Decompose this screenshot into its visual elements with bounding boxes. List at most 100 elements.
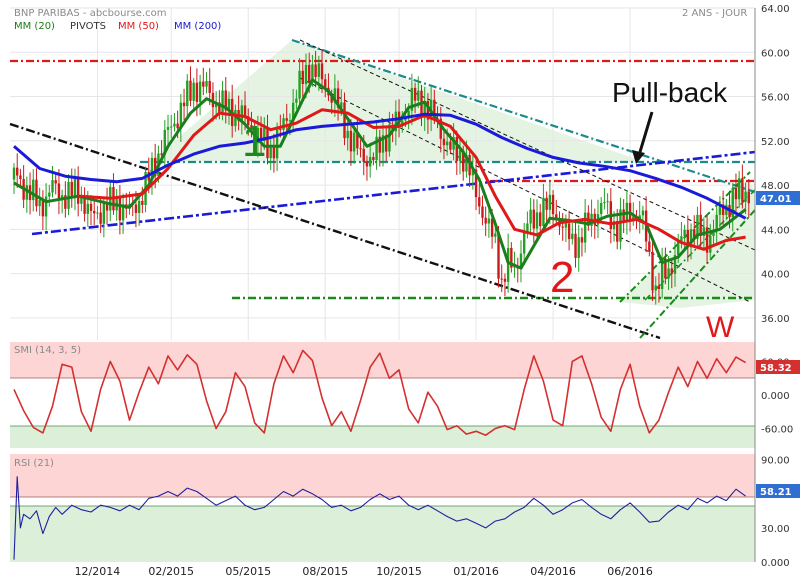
legend-item-pivots: PIVOTS <box>70 21 106 32</box>
pullback-label: Pull-back <box>612 77 728 108</box>
candle-body <box>471 169 475 176</box>
candle-body <box>567 223 571 240</box>
x-tick-label: 12/2014 <box>75 565 121 578</box>
candle-body <box>247 116 250 126</box>
price-tick-label: 48.00 <box>761 181 790 192</box>
candle-body <box>494 233 497 237</box>
x-tick-label: 05/2015 <box>225 565 271 578</box>
rsi-tick-label: 90.00 <box>761 456 790 467</box>
candle-body <box>240 105 244 121</box>
candle-body <box>64 195 67 209</box>
candle-body <box>44 196 48 217</box>
candle-body <box>462 150 465 172</box>
instrument-title: BNP PARIBAS - abcbourse.com <box>14 8 166 19</box>
period-label: 2 ANS - JOUR <box>682 8 747 19</box>
legend-item-mm200: MM (200) <box>174 21 221 32</box>
candle-body <box>725 205 728 215</box>
candle-body <box>378 136 381 153</box>
candle-body <box>500 278 503 280</box>
candle-body <box>712 229 715 236</box>
candle-body <box>93 210 96 214</box>
rsi-last-badge <box>756 484 800 498</box>
candle-body <box>48 192 51 197</box>
candle-body <box>442 138 446 146</box>
price-tick-label: 52.00 <box>761 137 790 148</box>
candle-body <box>38 199 41 207</box>
price-plot-frame <box>10 8 755 340</box>
candle-body <box>76 178 80 204</box>
candle-body <box>747 191 750 204</box>
candle-body <box>121 204 125 221</box>
candle-body <box>288 120 292 122</box>
candle-body <box>333 88 337 103</box>
mm50-line <box>78 108 746 251</box>
candle-body <box>413 87 417 101</box>
candle-body <box>41 199 45 217</box>
candle-body <box>256 127 260 144</box>
candle-body <box>433 99 436 119</box>
price-y-axis: 36.00 40.00 44.00 48.00 52.00 56.00 60.00 64.00 <box>761 4 790 325</box>
candle-body <box>522 232 526 254</box>
rsi-oversold-zone <box>10 506 755 562</box>
candle-body <box>266 127 269 159</box>
candle-body <box>670 268 673 274</box>
candle-body <box>160 153 163 155</box>
candle-body <box>336 88 340 108</box>
smi-line-group <box>13 349 746 436</box>
candle-body <box>651 251 654 291</box>
price-last-value: 47.01 <box>760 194 792 205</box>
candle-body <box>542 197 545 227</box>
uptrend-blue-line <box>31 150 756 236</box>
channel-green-lower <box>639 209 756 339</box>
w-pattern-label: W <box>706 311 735 344</box>
smi-tick-label: 0.000 <box>761 391 790 402</box>
candle-body <box>141 200 144 205</box>
candle-body <box>179 102 183 129</box>
x-tick-label: 06/2016 <box>607 565 653 578</box>
candle-body <box>317 63 321 77</box>
candle-body <box>683 229 686 237</box>
candle-body <box>410 87 414 111</box>
candle-body <box>654 285 657 291</box>
rsi-last-value: 58.21 <box>760 487 792 498</box>
x-tick-label: 01/2016 <box>453 565 499 578</box>
candle-body <box>574 233 577 258</box>
candle-body <box>118 197 122 221</box>
candle-body <box>250 125 253 133</box>
candle-body <box>35 179 38 207</box>
candle-body <box>458 150 462 161</box>
candle-body <box>731 187 734 218</box>
x-axis: 12/2014 02/2015 05/2015 08/2015 10/2015 01/20… <box>75 565 653 578</box>
candle-body <box>269 147 272 159</box>
candle-body <box>474 169 478 198</box>
candle-body <box>510 247 513 268</box>
candle-body <box>163 129 167 155</box>
candle-body <box>218 102 221 113</box>
candle-body <box>298 70 301 99</box>
candle-body <box>580 237 584 243</box>
candle-body <box>699 214 702 237</box>
candle-body <box>718 204 722 215</box>
x-tick-label: 08/2015 <box>302 565 348 578</box>
candle-body <box>660 258 664 289</box>
smi-last-value: 58.32 <box>760 363 792 374</box>
candle-body <box>693 229 696 239</box>
candle-body <box>555 214 558 219</box>
smi-panel: SMI (14, 3, 5) -60.000.00060.00 58.32 <box>10 342 800 448</box>
candle-body <box>667 268 670 279</box>
candle-body <box>545 197 548 210</box>
candle-body <box>365 162 369 167</box>
candle-body <box>696 214 699 239</box>
candle-body <box>632 216 635 220</box>
candle-body <box>497 233 500 279</box>
candle-body <box>153 157 157 177</box>
candle-body <box>625 202 629 221</box>
candle-body <box>741 178 744 202</box>
candle-body <box>532 209 536 229</box>
price-tick-label: 60.00 <box>761 48 790 59</box>
candle-body <box>227 98 231 111</box>
candle-body <box>343 102 346 139</box>
candle-body <box>583 212 587 243</box>
rsi-tick-label: 0.000 <box>761 558 790 569</box>
